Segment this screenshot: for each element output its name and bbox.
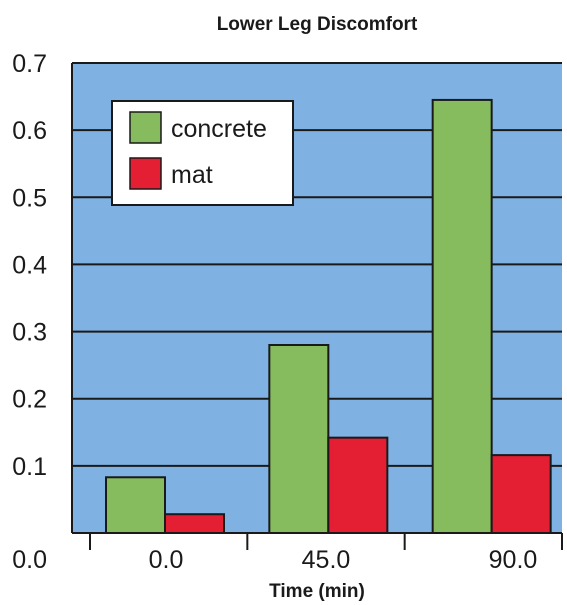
bar-concrete-1 xyxy=(268,344,330,534)
bar-concrete-2 xyxy=(431,98,493,535)
y-tick-label: 0.2 xyxy=(12,386,47,414)
y-tick-label: 0.4 xyxy=(12,251,47,279)
bar-mat-1 xyxy=(327,436,389,534)
x-axis-label: Time (min) xyxy=(269,581,365,602)
y-tick-labels: 0.0 0.1 0.2 0.3 0.4 0.5 0.6 0.7 xyxy=(12,50,47,574)
y-tick-label: 0.0 xyxy=(12,546,47,574)
legend-swatch-mat xyxy=(129,157,162,190)
bars xyxy=(105,98,552,535)
x-tick-label: 45.0 xyxy=(302,546,351,574)
y-tick-label: 0.5 xyxy=(12,184,47,212)
legend-label-mat: mat xyxy=(171,161,213,189)
bar-mat-2 xyxy=(490,454,552,534)
x-tick-labels: 0.0 45.0 90.0 xyxy=(149,546,538,574)
legend-swatch-concrete xyxy=(129,111,162,144)
axes xyxy=(71,63,563,550)
y-tick-label: 0.7 xyxy=(12,50,47,78)
legend-label-concrete: concrete xyxy=(171,115,267,143)
y-tick-label: 0.3 xyxy=(12,319,47,347)
legend: concrete mat xyxy=(111,100,294,206)
bar-mat-0 xyxy=(164,513,225,535)
x-tick-label: 0.0 xyxy=(149,546,184,574)
chart-title: Lower Leg Discomfort xyxy=(217,14,418,35)
x-tick-label: 90.0 xyxy=(489,546,538,574)
y-tick-label: 0.1 xyxy=(12,453,47,481)
y-tick-label: 0.6 xyxy=(12,117,47,145)
bar-concrete-0 xyxy=(105,476,166,534)
